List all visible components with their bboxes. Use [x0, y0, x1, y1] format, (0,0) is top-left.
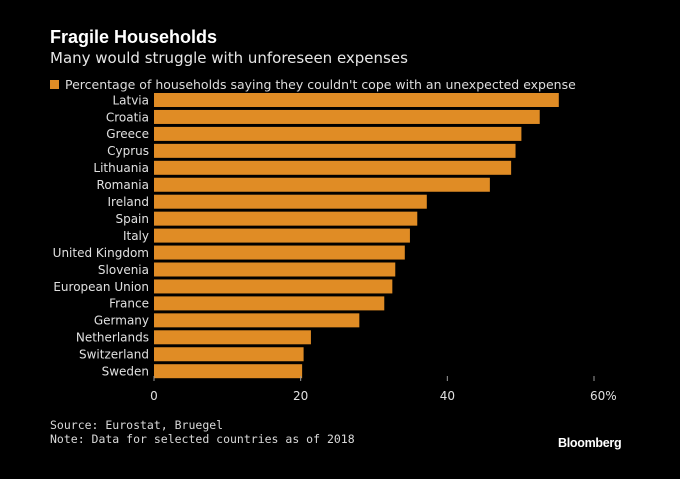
bar-european-union — [154, 279, 393, 294]
category-label: France — [109, 297, 149, 311]
legend: Percentage of households saying they cou… — [50, 77, 576, 92]
x-tick-label: 20 — [293, 389, 308, 403]
bar-germany — [154, 313, 360, 328]
category-label: Croatia — [106, 110, 149, 124]
category-label: Cyprus — [107, 144, 149, 158]
bar-netherlands — [154, 330, 311, 345]
bar-italy — [154, 228, 410, 243]
bar-slovenia — [154, 262, 396, 277]
bar-greece — [154, 126, 522, 141]
x-tick-label: 40 — [440, 389, 455, 403]
category-label: Latvia — [112, 93, 149, 107]
x-tick-label: 0 — [150, 389, 158, 403]
chart-subtitle: Many would struggle with unforeseen expe… — [50, 49, 408, 67]
bar-croatia — [154, 109, 540, 124]
bar-lithuania — [154, 160, 512, 175]
chart-title: Fragile Households — [50, 27, 218, 47]
legend-swatch — [50, 80, 59, 89]
bar-ireland — [154, 194, 427, 209]
category-label: Netherlands — [76, 331, 149, 345]
category-label: Greece — [106, 127, 149, 141]
category-label: Italy — [123, 229, 149, 243]
bar-latvia — [154, 93, 559, 107]
bar-romania — [154, 177, 490, 192]
source-note: Source: Eurostat, Bruegel — [50, 418, 224, 432]
category-label: European Union — [53, 280, 149, 294]
category-label: United Kingdom — [53, 246, 149, 260]
x-tick-label: 60% — [590, 389, 617, 403]
bar-spain — [154, 211, 418, 226]
category-label: Switzerland — [79, 348, 149, 362]
bar-united-kingdom — [154, 245, 405, 260]
category-label: Slovenia — [98, 263, 149, 277]
bar-sweden — [154, 364, 303, 379]
category-label: Sweden — [102, 365, 149, 379]
legend-label: Percentage of households saying they cou… — [65, 77, 576, 92]
category-label: Romania — [97, 178, 149, 192]
bar-cyprus — [154, 143, 516, 158]
data-note: Note: Data for selected countries as of … — [50, 432, 355, 446]
bar-france — [154, 296, 385, 311]
category-label: Ireland — [107, 195, 149, 209]
category-label: Germany — [94, 314, 149, 328]
category-label: Lithuania — [93, 161, 149, 175]
category-label: Spain — [115, 212, 149, 226]
bloomberg-logo: Bloomberg — [558, 436, 622, 450]
bar-switzerland — [154, 347, 304, 362]
